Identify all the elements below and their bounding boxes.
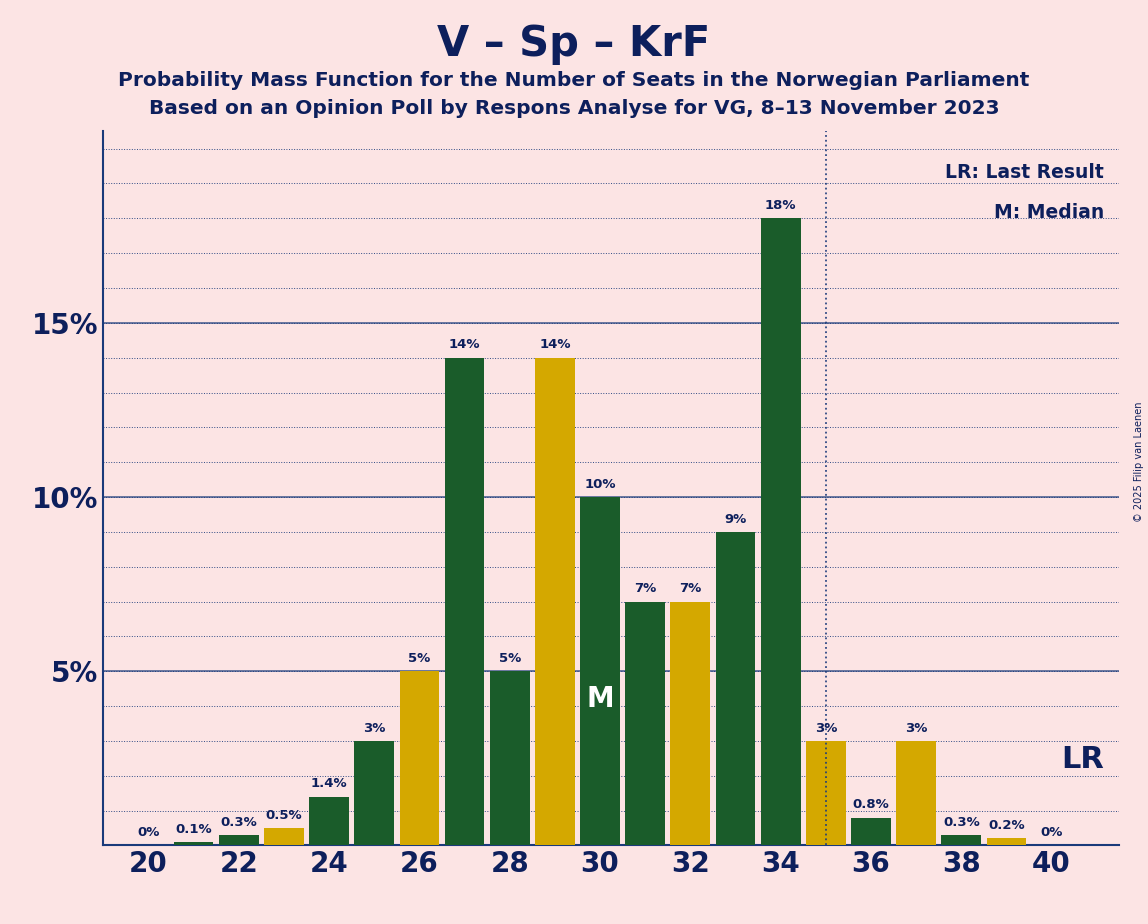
- Bar: [806, 741, 846, 845]
- Text: 3%: 3%: [815, 722, 837, 735]
- Text: 10%: 10%: [584, 478, 615, 491]
- Text: LR: Last Result: LR: Last Result: [945, 164, 1104, 182]
- Text: 0.2%: 0.2%: [988, 820, 1025, 833]
- Text: 14%: 14%: [540, 338, 571, 351]
- Text: 0.5%: 0.5%: [265, 808, 302, 821]
- Text: 1.4%: 1.4%: [311, 777, 348, 790]
- Bar: [941, 835, 982, 845]
- Bar: [897, 741, 936, 845]
- Text: 0.3%: 0.3%: [943, 816, 979, 829]
- Text: Based on an Opinion Poll by Respons Analyse for VG, 8–13 November 2023: Based on an Opinion Poll by Respons Anal…: [149, 99, 999, 118]
- Bar: [535, 358, 575, 845]
- Bar: [400, 671, 440, 845]
- Text: 18%: 18%: [765, 199, 797, 212]
- Text: LR: LR: [1061, 746, 1104, 774]
- Bar: [761, 218, 800, 845]
- Text: 0.8%: 0.8%: [853, 798, 890, 811]
- Bar: [444, 358, 484, 845]
- Bar: [715, 532, 755, 845]
- Text: 9%: 9%: [724, 513, 746, 526]
- Text: © 2025 Filip van Laenen: © 2025 Filip van Laenen: [1134, 402, 1143, 522]
- Bar: [309, 796, 349, 845]
- Text: M: M: [587, 685, 614, 713]
- Bar: [355, 741, 394, 845]
- Text: V – Sp – KrF: V – Sp – KrF: [437, 23, 711, 65]
- Bar: [580, 497, 620, 845]
- Text: 5%: 5%: [409, 652, 430, 665]
- Text: 0%: 0%: [1040, 826, 1063, 839]
- Bar: [986, 838, 1026, 845]
- Text: 7%: 7%: [634, 582, 657, 595]
- Text: 14%: 14%: [449, 338, 480, 351]
- Bar: [490, 671, 529, 845]
- Bar: [670, 602, 711, 845]
- Text: 0%: 0%: [138, 826, 160, 839]
- Text: M: Median: M: Median: [994, 202, 1104, 222]
- Text: 0.1%: 0.1%: [176, 822, 212, 835]
- Text: Probability Mass Function for the Number of Seats in the Norwegian Parliament: Probability Mass Function for the Number…: [118, 71, 1030, 91]
- Text: 5%: 5%: [498, 652, 521, 665]
- Bar: [851, 818, 891, 845]
- Bar: [264, 828, 304, 845]
- Text: 3%: 3%: [363, 722, 386, 735]
- Bar: [626, 602, 665, 845]
- Bar: [173, 842, 214, 845]
- Text: 0.3%: 0.3%: [220, 816, 257, 829]
- Text: 3%: 3%: [905, 722, 928, 735]
- Text: 7%: 7%: [680, 582, 701, 595]
- Bar: [219, 835, 258, 845]
